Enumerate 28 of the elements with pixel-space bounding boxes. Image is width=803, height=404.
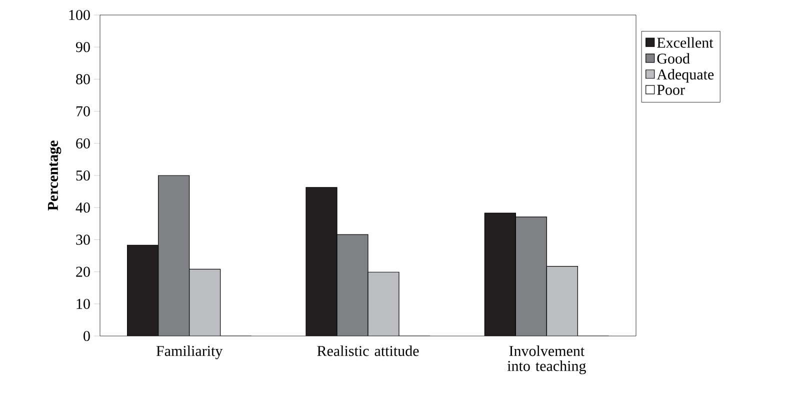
x-tick-label: Realistic attitude <box>317 346 419 356</box>
legend-label: Adequate <box>656 69 714 83</box>
x-tick-label: Familiarity <box>156 346 223 360</box>
bar <box>158 175 190 336</box>
y-tick-label: 70 <box>76 106 90 116</box>
y-tick-label: 10 <box>76 298 90 309</box>
y-tick-label: 30 <box>76 234 90 245</box>
y-tick-label: 80 <box>76 74 90 84</box>
legend-label: Poor <box>657 84 685 95</box>
legend-label: Good <box>657 53 690 64</box>
y-tick-label: 50 <box>76 170 90 181</box>
y-tick-label: 20 <box>76 266 90 277</box>
bar <box>546 266 578 336</box>
y-tick-label: 40 <box>76 202 90 213</box>
y-tick-label: 100 <box>69 10 90 20</box>
bar <box>515 216 547 336</box>
bar <box>189 268 221 336</box>
bar <box>127 244 159 336</box>
bar <box>484 212 516 336</box>
legend-label: Excellent <box>657 37 714 48</box>
x-tick-label: Involvement into teaching <box>507 346 586 374</box>
y-tick-label: 60 <box>76 138 90 148</box>
y-tick-label: 0 <box>84 330 90 342</box>
y-tick-label: 90 <box>76 42 90 52</box>
bar <box>368 272 400 336</box>
bar <box>336 234 368 336</box>
bar <box>306 187 338 336</box>
y-axis-title: Percentage <box>48 140 62 211</box>
